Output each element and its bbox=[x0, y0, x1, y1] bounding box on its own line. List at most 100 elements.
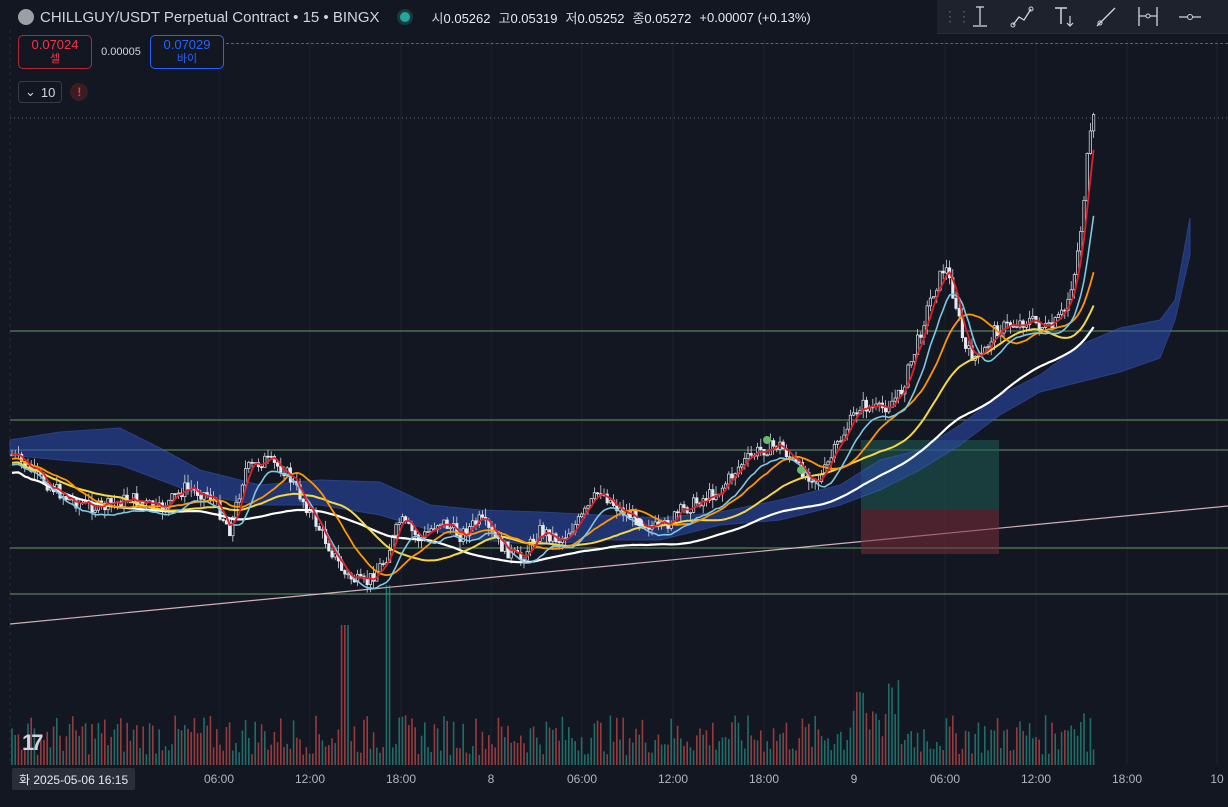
candle-body bbox=[688, 512, 692, 514]
volume-bar bbox=[129, 740, 132, 765]
volume-bar bbox=[420, 735, 423, 765]
tradingview-logo[interactable]: 17 bbox=[22, 730, 44, 755]
volume-bar bbox=[926, 741, 928, 765]
volume-bar bbox=[267, 749, 269, 765]
volume-bar bbox=[715, 749, 717, 765]
volume-bar bbox=[104, 719, 106, 765]
volume-bar bbox=[440, 750, 442, 765]
volume-bar bbox=[254, 721, 256, 765]
vertical-line-icon[interactable] bbox=[961, 2, 999, 32]
candle-body bbox=[628, 511, 632, 519]
volume-bar bbox=[472, 746, 474, 765]
horizontal-ray-icon[interactable] bbox=[1171, 2, 1209, 32]
candle-body bbox=[176, 492, 180, 495]
candle-body bbox=[304, 501, 308, 514]
volume-bar bbox=[136, 725, 138, 765]
volume-bar bbox=[958, 754, 960, 765]
volume-bar bbox=[792, 748, 794, 765]
volume-bar bbox=[974, 733, 976, 765]
volume-bar bbox=[670, 718, 672, 765]
volume-bar bbox=[1028, 723, 1031, 765]
trend-line bbox=[9, 505, 1228, 625]
candle-body bbox=[944, 267, 948, 274]
volume-bar bbox=[81, 726, 84, 765]
volume-bar bbox=[824, 740, 826, 765]
buy-button[interactable]: 0.07029 바이 bbox=[150, 35, 224, 69]
volume-bar bbox=[225, 727, 228, 765]
trend-line-icon[interactable] bbox=[1003, 2, 1041, 32]
volume-bar bbox=[276, 742, 279, 765]
volume-bar bbox=[1048, 753, 1050, 765]
volume-bar bbox=[500, 726, 503, 765]
volume-bar bbox=[158, 729, 160, 765]
volume-bar bbox=[596, 720, 599, 765]
candle-body bbox=[1018, 320, 1022, 328]
volume-bar bbox=[801, 718, 804, 765]
symbol-title[interactable]: CHILLGUY/USDT Perpetual Contract • 15 • … bbox=[40, 8, 380, 26]
indicator-count: 10 bbox=[40, 84, 56, 100]
candle-body bbox=[301, 498, 305, 503]
sell-button[interactable]: 0.07024 셀 bbox=[18, 35, 92, 69]
volume-bar bbox=[990, 729, 992, 765]
ray-icon[interactable] bbox=[1087, 2, 1125, 32]
volume-bar bbox=[1092, 749, 1095, 765]
drag-handle-icon[interactable]: ⋮⋮ bbox=[943, 8, 971, 24]
volume-bar bbox=[616, 717, 618, 765]
volume-bar bbox=[1067, 730, 1069, 765]
volume-bar bbox=[33, 728, 36, 765]
volume-bar bbox=[606, 754, 608, 765]
time-label: 06:00 bbox=[203, 772, 235, 786]
volume-bar bbox=[782, 732, 784, 765]
candle-body bbox=[954, 297, 958, 309]
volume-bar bbox=[865, 713, 868, 765]
price-range-icon[interactable] bbox=[1129, 2, 1167, 32]
volume-bar bbox=[1083, 713, 1085, 765]
volume-bar bbox=[1060, 731, 1063, 765]
candle-body bbox=[909, 361, 913, 366]
buy-label: 바이 bbox=[176, 53, 198, 65]
candle-body bbox=[676, 511, 680, 514]
warning-icon[interactable]: ! bbox=[70, 83, 89, 101]
candle-body bbox=[932, 296, 936, 299]
volume-bar bbox=[456, 747, 458, 765]
candle-body bbox=[608, 499, 612, 504]
volume-bar bbox=[513, 741, 516, 765]
volume-bar bbox=[536, 737, 538, 765]
ma-mid-line bbox=[11, 271, 1095, 577]
volume-bar bbox=[385, 585, 388, 765]
volume-bar bbox=[734, 715, 736, 765]
volume-bar bbox=[795, 750, 797, 765]
volume-bar bbox=[628, 738, 631, 765]
time-label: 10 bbox=[1210, 772, 1224, 786]
text-icon[interactable] bbox=[1045, 2, 1083, 32]
spread-value: 0.00005 bbox=[101, 46, 141, 58]
candle-body bbox=[538, 525, 542, 542]
volume-bar bbox=[526, 752, 528, 765]
volume-bar bbox=[977, 722, 980, 765]
candle-body bbox=[1056, 314, 1060, 318]
time-label: 06:00 bbox=[929, 772, 961, 786]
volume-bar bbox=[113, 729, 116, 765]
volume-bar bbox=[811, 746, 813, 765]
candle-body bbox=[471, 520, 475, 527]
volume-bar bbox=[337, 729, 340, 765]
time-axis[interactable]: 06:00 12:00 18:00 8 06:00 12:00 18:00 9 … bbox=[0, 765, 1228, 795]
volume-bar bbox=[766, 741, 768, 765]
volume-bar bbox=[555, 728, 557, 765]
volume-bar bbox=[942, 750, 944, 765]
candle-body bbox=[557, 541, 561, 543]
candle-body bbox=[592, 492, 596, 500]
candle-body bbox=[477, 514, 481, 525]
candle-body bbox=[64, 496, 68, 500]
candle-body bbox=[708, 489, 712, 501]
volume-bar bbox=[308, 753, 311, 765]
volume-bar bbox=[107, 745, 109, 765]
volume-bar bbox=[100, 733, 103, 765]
volume-bar bbox=[222, 750, 224, 765]
volume-bar bbox=[145, 754, 148, 765]
candle-body bbox=[1037, 322, 1041, 330]
market-status-icon[interactable] bbox=[399, 12, 410, 22]
indicators-toggle[interactable]: ⌄ 10 bbox=[18, 81, 63, 103]
candle-body bbox=[413, 530, 417, 535]
